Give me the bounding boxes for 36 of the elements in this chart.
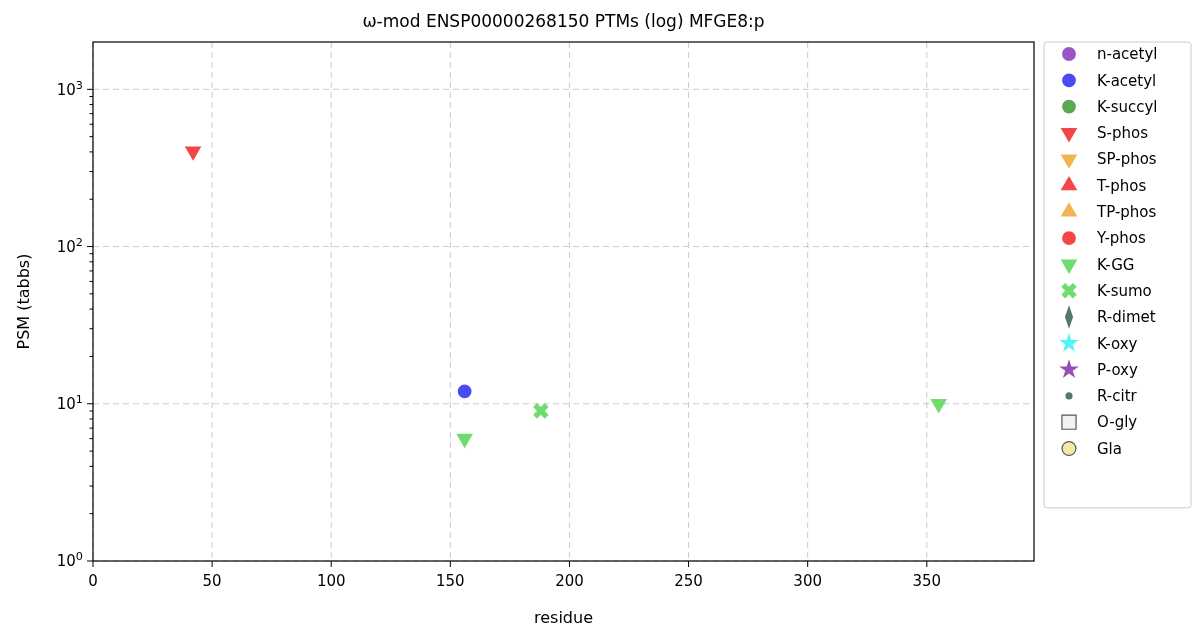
legend-label: K-succyl <box>1097 97 1158 116</box>
point <box>930 398 948 414</box>
y-tick-label: 10$^{0}$ <box>56 549 83 571</box>
legend-label: K-acetyl <box>1097 71 1157 90</box>
x-tick-label: 350 <box>912 572 942 590</box>
legend-label: Y-phos <box>1096 229 1146 248</box>
legend-label: SP-phos <box>1097 150 1157 169</box>
legend-label: n-acetyl <box>1097 45 1158 64</box>
point <box>533 403 549 419</box>
chart-title: ω-mod ENSP00000268150 PTMs (log) MFGE8:p <box>362 11 765 31</box>
legend-label: K-sumo <box>1097 281 1152 300</box>
legend-label: K-GG <box>1097 255 1135 274</box>
x-axis-title: residue <box>534 608 593 627</box>
x-tick-label: 250 <box>674 572 703 590</box>
point <box>457 384 472 399</box>
legend-label: T-phos <box>1096 176 1147 195</box>
legend-label: Gla <box>1097 439 1122 458</box>
x-tick-label: 0 <box>88 572 98 590</box>
legend-label: R-dimet <box>1097 308 1156 327</box>
point <box>184 146 202 161</box>
x-tick-label: 50 <box>202 572 222 590</box>
y-tick-label: 10$^{1}$ <box>56 392 83 414</box>
legend-label: TP-phos <box>1096 203 1157 222</box>
x-tick-label: 200 <box>555 572 584 590</box>
x-tick-label: 150 <box>436 572 465 590</box>
y-tick-label: 10$^{2}$ <box>56 235 83 256</box>
legend-label: O-gly <box>1097 413 1138 432</box>
y-axis-title: PSM (tabbs) <box>14 253 33 350</box>
legend-label: R-citr <box>1097 387 1138 406</box>
x-tick-label: 300 <box>793 572 822 590</box>
legend-label: S-phos <box>1097 124 1149 143</box>
legend-label: P-oxy <box>1097 360 1138 379</box>
y-tick-label: 10$^{3}$ <box>56 78 83 99</box>
point <box>456 433 473 449</box>
legend-label: K-oxy <box>1097 334 1138 353</box>
x-tick-label: 100 <box>316 572 346 590</box>
